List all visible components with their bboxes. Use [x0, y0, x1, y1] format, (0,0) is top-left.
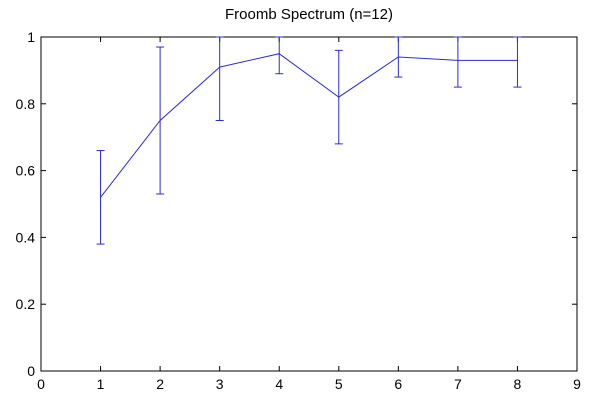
plot-area-frame [40, 36, 578, 372]
x-tick-label: 6 [394, 376, 402, 392]
series-layer [96, 36, 522, 245]
y-axis: 0 0.2 0.4 0.6 0.8 1 [16, 29, 577, 379]
x-tick-label: 5 [335, 376, 343, 392]
data-point [100, 196, 102, 198]
data-point [219, 66, 221, 68]
y-tick-label: 1 [27, 29, 35, 45]
x-tick-label: 0 [37, 376, 45, 392]
y-tick-label: 0.2 [16, 296, 36, 312]
x-tick-label: 3 [216, 376, 224, 392]
x-tick-label: 1 [97, 376, 105, 392]
data-point [159, 120, 161, 121]
data-point [516, 59, 518, 61]
x-tick-label: 9 [573, 376, 581, 392]
data-point [457, 59, 459, 61]
data-point [397, 56, 399, 58]
x-tick-label: 2 [156, 376, 164, 392]
y-tick-label: 0.4 [16, 229, 36, 245]
data-point [338, 96, 340, 98]
x-axis: 0 1 2 3 4 5 6 7 8 9 [37, 37, 581, 392]
data-point [278, 53, 280, 55]
y-tick-label: 0 [27, 363, 35, 379]
y-tick-label: 0.6 [16, 163, 36, 179]
x-tick-label: 7 [454, 376, 462, 392]
chart-title: Froomb Spectrum (n=12) [225, 6, 393, 23]
series-line [100, 53, 518, 198]
y-tick-label: 0.8 [16, 96, 36, 112]
x-tick-label: 8 [514, 376, 522, 392]
x-tick-label: 4 [275, 376, 283, 392]
